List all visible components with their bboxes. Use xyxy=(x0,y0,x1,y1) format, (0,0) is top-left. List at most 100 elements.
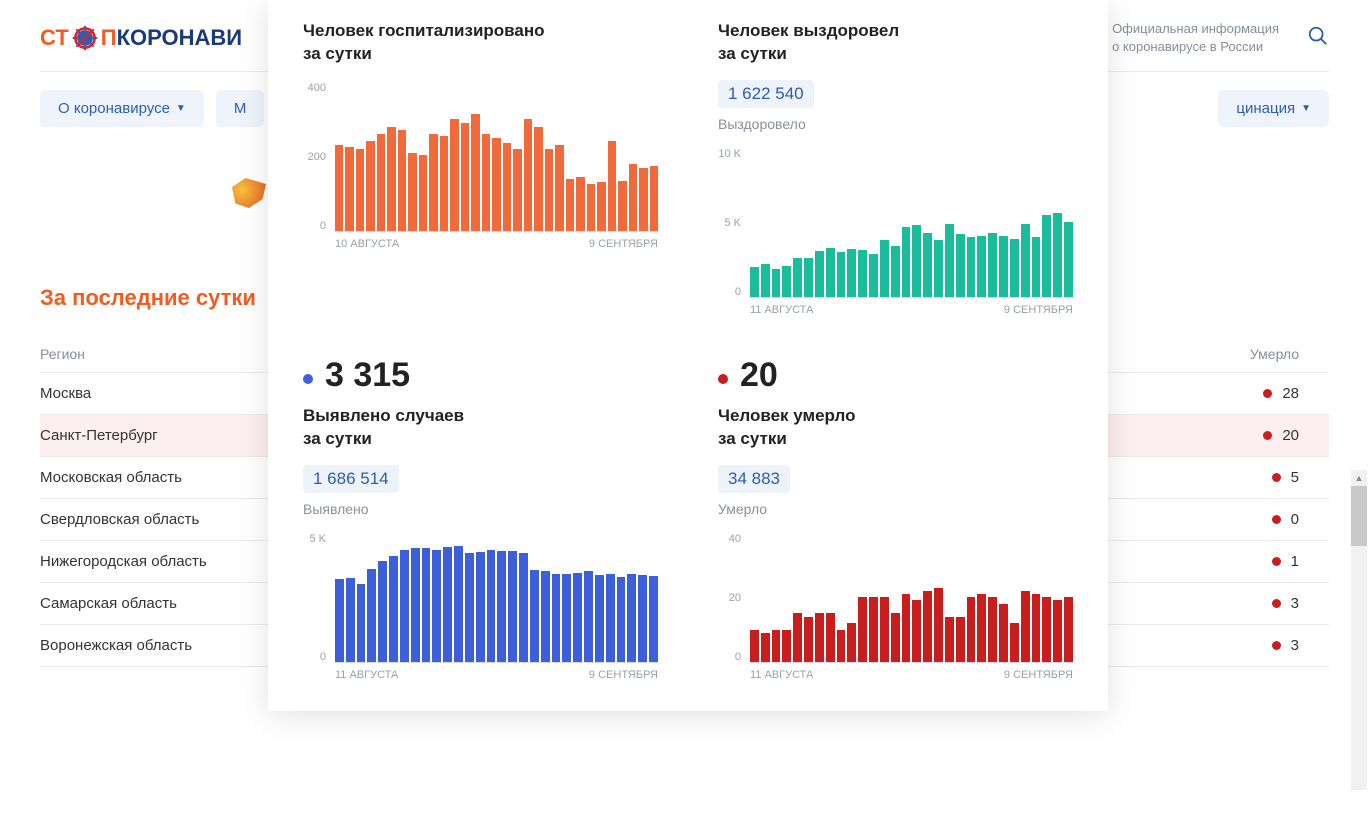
stat-big-number: 20 xyxy=(740,356,778,395)
stats-popup: Человек госпитализировано за сутки 40020… xyxy=(268,0,1108,711)
tab-cut-left[interactable]: М xyxy=(216,90,265,127)
dot-icon xyxy=(718,374,728,384)
chart-bar xyxy=(999,604,1008,662)
chart-bar xyxy=(576,177,584,231)
chart-bar xyxy=(923,233,932,297)
chart-bar xyxy=(618,181,626,231)
region-name: Санкт-Петербург xyxy=(40,427,270,444)
stat-label: Выявлено случаев за сутки xyxy=(303,405,658,451)
chart-bar xyxy=(869,597,878,662)
chart-cases: 5 K0 11 АВГУСТА 9 СЕНТЯБРЯ xyxy=(303,533,658,681)
scrollbar-thumb[interactable] xyxy=(1351,486,1367,546)
region-name: Москва xyxy=(40,385,270,402)
stat-total-badge[interactable]: 34 883 xyxy=(718,465,790,493)
chart-bar xyxy=(408,153,416,231)
chart-bar xyxy=(1053,600,1062,661)
tab-label: цинация xyxy=(1236,100,1295,117)
stat-total-label: Умерло xyxy=(718,501,1073,517)
col-header-deaths: Умерло xyxy=(1209,346,1329,362)
chart-bar xyxy=(912,225,921,297)
chart-bar xyxy=(398,130,406,231)
chart-bar xyxy=(815,251,824,297)
chart-deaths: 40200 11 АВГУСТА 9 СЕНТЯБРЯ xyxy=(718,533,1073,681)
chart-bar xyxy=(1032,594,1041,662)
chevron-down-icon: ▼ xyxy=(1301,103,1311,114)
chart-bar xyxy=(761,633,770,662)
chart-bar xyxy=(988,233,997,297)
logo-part-st: СТ xyxy=(40,25,69,51)
tab-vaccination[interactable]: цинация ▼ xyxy=(1218,90,1329,127)
stat-total-badge[interactable]: 1 686 514 xyxy=(303,465,399,493)
chart-bar xyxy=(422,548,431,662)
chart-bar xyxy=(454,546,463,662)
chart-bar xyxy=(826,613,835,661)
tab-about-coronavirus[interactable]: О коронавирусе ▼ xyxy=(40,90,204,127)
chart-bar xyxy=(1064,222,1073,297)
chart-bar xyxy=(880,240,889,297)
chart-bar xyxy=(450,119,458,231)
chart-bar xyxy=(617,577,626,662)
dot-icon xyxy=(1272,515,1281,524)
chart-bar xyxy=(945,617,954,662)
stat-total-badge[interactable]: 1 622 540 xyxy=(718,80,814,108)
chart-bar xyxy=(902,594,911,662)
deaths-value: 3 xyxy=(1291,595,1299,612)
chart-bar xyxy=(608,141,616,230)
chart-bar xyxy=(400,550,409,662)
stat-total-label: Выявлено xyxy=(303,501,658,517)
chart-bar xyxy=(923,591,932,662)
scroll-up-icon[interactable]: ▲ xyxy=(1351,470,1367,486)
deaths-value: 3 xyxy=(1291,637,1299,654)
deaths-value: 5 xyxy=(1291,469,1299,486)
chart-bar xyxy=(606,574,615,662)
chart-bar xyxy=(1032,237,1041,297)
deaths-cell: 3 xyxy=(1209,595,1329,612)
chart-bar xyxy=(545,149,553,231)
chart-bar xyxy=(934,240,943,297)
search-button[interactable] xyxy=(1307,25,1329,52)
header-right: Официальная информация о коронавирусе в … xyxy=(1093,20,1329,56)
chart-bar xyxy=(366,141,374,230)
stat-label: Человек госпитализировано за сутки xyxy=(303,20,658,66)
chart-bar xyxy=(793,613,802,661)
chart-bar xyxy=(432,550,441,662)
chart-bar xyxy=(629,164,637,231)
stat-recovered: Человек выздоровел за сутки 1 622 540 Вы… xyxy=(718,0,1073,316)
logo[interactable]: СТ П КОРОНАВИ xyxy=(40,24,242,52)
chart-bar xyxy=(627,574,636,662)
chart-bar xyxy=(639,168,647,231)
chart-bar xyxy=(555,145,563,231)
official-line2: о коронавирусе в России xyxy=(1112,38,1279,56)
dot-icon xyxy=(1272,473,1281,482)
chart-bar xyxy=(534,127,542,231)
chart-bar xyxy=(346,578,355,662)
chart-recovered: 10 K5 K0 11 АВГУСТА 9 СЕНТЯБРЯ xyxy=(718,148,1073,316)
chart-bar xyxy=(880,597,889,662)
chart-bar xyxy=(837,630,846,662)
chart-bar xyxy=(440,136,448,231)
chart-bar xyxy=(772,630,781,662)
deaths-value: 1 xyxy=(1291,553,1299,570)
deaths-cell: 0 xyxy=(1209,511,1329,528)
chart-bar xyxy=(465,553,474,661)
chart-bar xyxy=(782,630,791,662)
chart-bar xyxy=(988,597,997,662)
chart-bar xyxy=(1021,224,1030,297)
logo-part-rest: КОРОНАВИ xyxy=(117,25,243,51)
chart-bar xyxy=(584,571,593,661)
chart-bar xyxy=(750,267,759,297)
region-name: Воронежская область xyxy=(40,637,270,654)
chart-bar xyxy=(335,579,344,662)
dot-icon xyxy=(1272,641,1281,650)
chart-bar xyxy=(902,227,911,297)
virus-icon xyxy=(71,24,99,52)
chart-bar xyxy=(772,269,781,297)
chart-bar xyxy=(638,575,647,662)
chart-bar xyxy=(367,569,376,662)
chart-bar xyxy=(519,553,528,661)
chart-bar xyxy=(815,613,824,661)
chart-bar xyxy=(503,143,511,231)
vertical-scrollbar[interactable]: ▲ xyxy=(1351,470,1367,790)
chart-hospitalized: 4002000 10 АВГУСТА 9 СЕНТЯБРЯ xyxy=(303,82,658,250)
deaths-cell: 5 xyxy=(1209,469,1329,486)
